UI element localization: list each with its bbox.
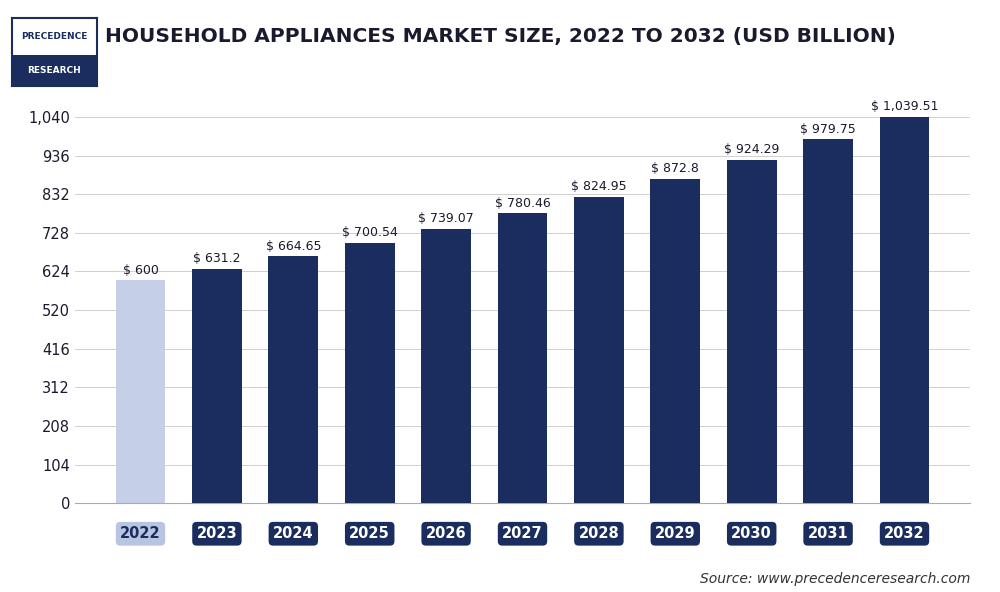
Text: $ 1,039.51: $ 1,039.51 (871, 101, 938, 114)
Text: $ 664.65: $ 664.65 (266, 240, 321, 253)
Text: 2026: 2026 (426, 526, 466, 541)
Text: RESEARCH: RESEARCH (28, 66, 81, 75)
Text: $ 600: $ 600 (123, 263, 158, 276)
Text: 2023: 2023 (197, 526, 237, 541)
Bar (345, 243, 395, 503)
Text: $ 780.46: $ 780.46 (495, 197, 550, 210)
Text: 2028: 2028 (579, 526, 619, 541)
Text: Source: www.precedenceresearch.com: Source: www.precedenceresearch.com (700, 572, 970, 586)
Bar (727, 160, 777, 503)
Bar (650, 179, 700, 503)
Bar (268, 256, 318, 503)
Text: 2030: 2030 (731, 526, 772, 541)
Text: 2031: 2031 (808, 526, 848, 541)
Text: $ 872.8: $ 872.8 (651, 162, 699, 175)
Bar (574, 197, 624, 503)
Text: $ 924.29: $ 924.29 (724, 143, 779, 156)
Bar (421, 229, 471, 503)
Text: 2024: 2024 (273, 526, 314, 541)
Text: 2027: 2027 (502, 526, 543, 541)
Text: 2032: 2032 (884, 526, 925, 541)
Text: HOUSEHOLD APPLIANCES MARKET SIZE, 2022 TO 2032 (USD BILLION): HOUSEHOLD APPLIANCES MARKET SIZE, 2022 T… (105, 27, 895, 46)
Text: $ 700.54: $ 700.54 (342, 226, 398, 239)
Text: $ 631.2: $ 631.2 (193, 252, 241, 265)
Text: $ 739.07: $ 739.07 (418, 212, 474, 225)
FancyBboxPatch shape (12, 55, 97, 86)
Bar (880, 117, 929, 503)
Text: 2025: 2025 (349, 526, 390, 541)
Bar (192, 269, 242, 503)
Text: 2022: 2022 (120, 526, 161, 541)
Text: PRECEDENCE: PRECEDENCE (21, 33, 88, 41)
Text: 2029: 2029 (655, 526, 696, 541)
Bar (803, 139, 853, 503)
Bar (498, 213, 547, 503)
Bar (116, 281, 165, 503)
Text: $ 824.95: $ 824.95 (571, 180, 627, 193)
Text: $ 979.75: $ 979.75 (800, 123, 856, 136)
